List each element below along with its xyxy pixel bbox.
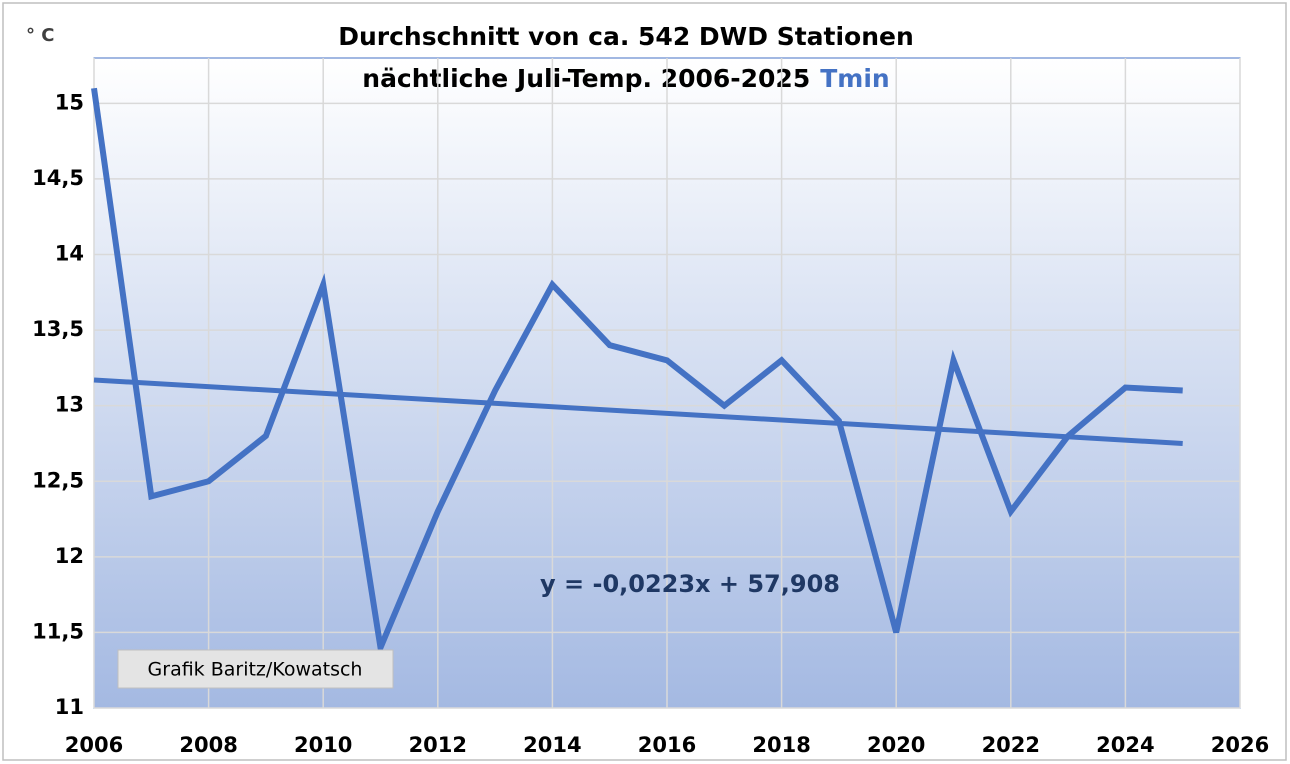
legend-entry: Tmin	[820, 64, 889, 93]
x-tick-label: 2020	[867, 733, 925, 757]
chart-subtitle: nächtliche Juli-Temp. 2006-2025 Tmin	[362, 64, 889, 93]
series-line	[91, 87, 1183, 659]
y-unit: ° C	[26, 25, 54, 46]
x-tick-label: 2012	[409, 733, 467, 757]
x-tick-label: 2016	[638, 733, 696, 757]
y-tick-label: 11,5	[32, 619, 84, 643]
trend-equation: y = -0,0223x + 57,908	[540, 570, 840, 598]
credit: Grafik Baritz/Kowatsch	[148, 659, 363, 681]
y-tick-label: 12	[55, 544, 84, 568]
x-tick-label: 2006	[65, 733, 123, 757]
y-tick-label: 13,5	[32, 317, 84, 341]
subtitle-text: nächtliche Juli-Temp. 2006-2025	[362, 64, 810, 93]
marks	[91, 87, 1183, 659]
x-tick-label: 2008	[179, 733, 237, 757]
y-tick-label: 14	[55, 242, 84, 266]
x-tick-label: 2010	[294, 733, 352, 757]
y-tick-label: 11	[55, 695, 84, 719]
trendline	[93, 377, 1183, 446]
y-tick-label: 14,5	[32, 166, 84, 190]
chart-title: Durchschnitt von ca. 542 DWD Stationen	[338, 22, 914, 51]
y-tick-label: 12,5	[32, 468, 84, 492]
y-tick-label: 13	[55, 393, 84, 417]
credit-box	[117, 649, 394, 689]
x-tick-label: 2018	[752, 733, 810, 757]
x-tick-label: 2022	[982, 733, 1040, 757]
y-tick-label: 15	[55, 90, 84, 114]
x-tick-label: 2014	[523, 733, 581, 757]
x-tick-label: 2024	[1096, 733, 1154, 757]
x-tick-label: 2026	[1211, 733, 1269, 757]
grid: 11 11,5 12 12,5 13 13,5 14 14,5 15 2006 2008 2010 20…	[32, 58, 1269, 757]
